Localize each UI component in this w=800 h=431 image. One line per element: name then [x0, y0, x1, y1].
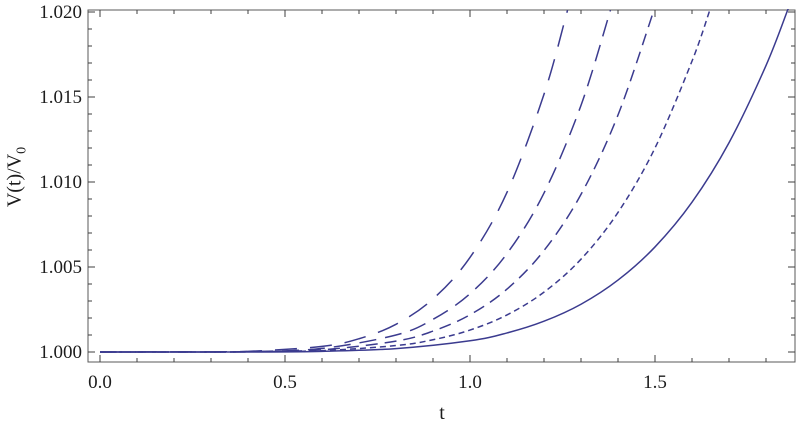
series-path-V-ratio-curve-4: [99, 10, 612, 353]
y-axis-label: V(t)/V0: [3, 146, 30, 208]
x-axis-label: t: [439, 402, 445, 424]
x-tick-label: 1.5: [643, 372, 667, 393]
series-path-V-ratio-curve-5: [99, 10, 569, 353]
series-path-V-ratio-curve-3: [99, 10, 655, 353]
y-axis-label-subscript: 0: [14, 146, 30, 154]
plot-frame: [87, 9, 796, 363]
series-group: [99, 9, 789, 353]
y-tick-label: 1.015: [39, 87, 82, 108]
x-tick-label: 0.0: [88, 372, 112, 393]
y-tick-label: 1.020: [39, 2, 82, 23]
y-tick-label: 1.005: [39, 257, 82, 278]
y-axis-label-main: V(t)/V: [3, 153, 26, 208]
y-tick-label: 1.010: [39, 172, 82, 193]
series-path-V-ratio-curve-1: [99, 9, 789, 353]
y-tick-label: 1.000: [39, 342, 82, 363]
x-tick-label: 0.5: [273, 372, 297, 393]
series-path-V-ratio-curve-2: [99, 10, 711, 353]
x-tick-label: 1.0: [458, 372, 482, 393]
